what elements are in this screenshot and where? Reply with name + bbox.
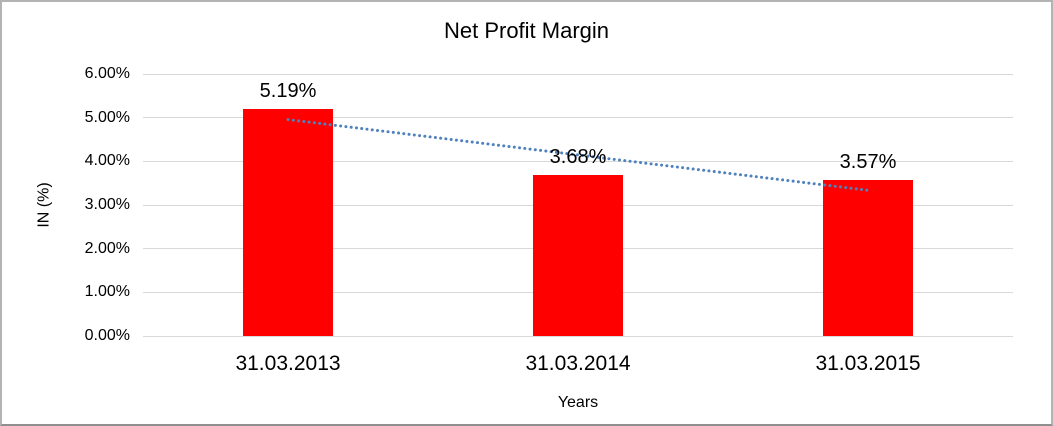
x-axis-title: Years — [557, 394, 599, 411]
data-labels-layer: 5.19% 3.68% 3.57% — [143, 74, 1013, 336]
x-tick-label-31.03.2014: 31.03.2014 — [525, 352, 631, 375]
bar-31.03.2015[interactable] — [823, 180, 913, 336]
y-tick-label: 5.00% — [84, 108, 130, 126]
chart-title: Net Profit Margin — [443, 18, 610, 43]
trendline-layer — [286, 118, 870, 192]
data-label-31.03.2013: 5.19% — [259, 80, 317, 103]
plot-area: 5.19% 3.68% 3.57% — [143, 73, 1013, 337]
bar-31.03.2013[interactable] — [243, 109, 333, 336]
y-tick-label: 0.00% — [84, 327, 130, 344]
bar-31.03.2014[interactable] — [533, 175, 623, 336]
y-tick-label: 6.00% — [84, 65, 130, 82]
bars-layer — [143, 74, 1013, 336]
gridline — [143, 73, 1013, 75]
data-label-31.03.2015: 3.57% — [839, 151, 897, 174]
gridline — [143, 160, 1013, 162]
trendline[interactable] — [286, 118, 870, 192]
gridline — [143, 335, 1013, 337]
x-tick-label-31.03.2013: 31.03.2013 — [235, 352, 341, 375]
y-tick-label: 3.00% — [84, 196, 130, 213]
y-tick-label: 1.00% — [84, 283, 130, 301]
data-label-31.03.2014: 3.68% — [549, 146, 607, 169]
x-tick-label-31.03.2015: 31.03.2015 — [815, 352, 921, 375]
y-tick-label: 4.00% — [84, 152, 130, 170]
y-tick-label: 2.00% — [84, 239, 130, 257]
gridline — [143, 117, 1013, 119]
